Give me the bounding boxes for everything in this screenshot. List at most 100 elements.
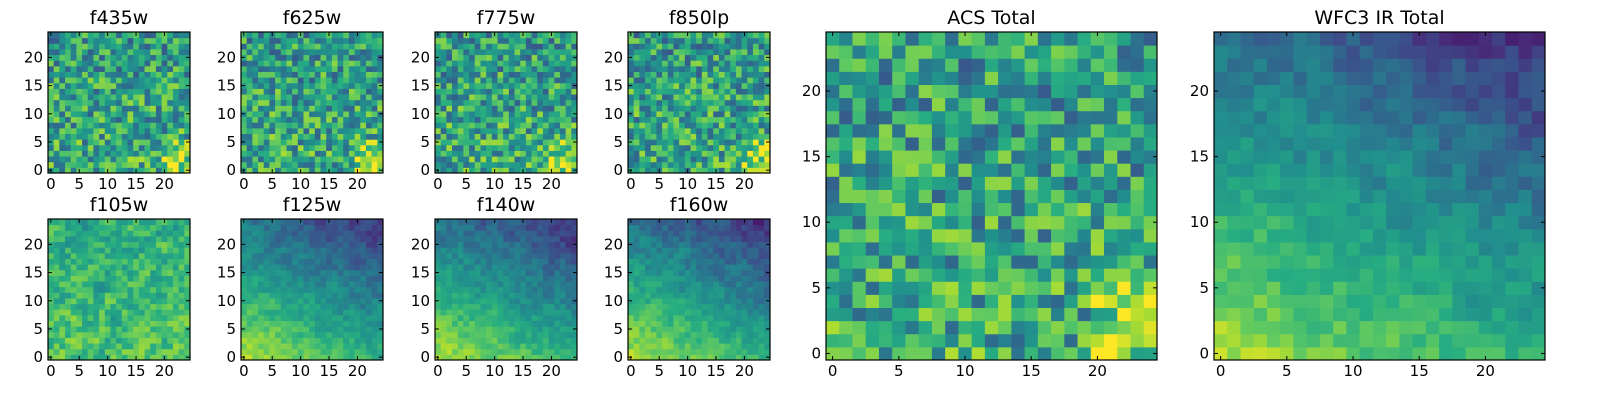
heatmap-cell: [309, 292, 316, 299]
heatmap-cell: [525, 292, 533, 299]
heatmap-cell: [730, 110, 737, 118]
heatmap-cell: [645, 161, 652, 168]
heatmap-cell: [331, 219, 339, 226]
heatmap-cell: [184, 127, 191, 135]
heatmap-cell: [679, 286, 686, 293]
heatmap-cell: [440, 281, 447, 288]
heatmap-cell: [371, 326, 378, 333]
heatmap-cell: [701, 156, 709, 163]
heatmap-cell: [752, 354, 760, 361]
heatmap-cell: [303, 105, 310, 112]
heatmap-cell: [730, 82, 737, 89]
heatmap-cell: [365, 292, 373, 299]
heatmap-cell: [474, 88, 481, 95]
heatmap-cell: [303, 354, 310, 361]
heatmap-cell: [559, 314, 567, 322]
heatmap-cell: [286, 314, 293, 322]
heatmap-cell: [735, 65, 743, 72]
heatmap-cell: [463, 281, 470, 288]
heatmap-cell: [116, 309, 123, 316]
heatmap-cell: [263, 331, 270, 338]
heatmap-cell: [144, 65, 151, 72]
heatmap-cell: [65, 122, 72, 129]
x-tick-label: 10: [291, 175, 310, 193]
heatmap-cell: [571, 275, 578, 282]
heatmap-cell: [469, 292, 476, 299]
heatmap-cell: [104, 314, 111, 322]
heatmap-cell: [161, 54, 168, 61]
heatmap-cell: [161, 269, 168, 276]
heatmap-cell: [525, 354, 533, 361]
heatmap-cell: [76, 60, 83, 67]
heatmap-cell: [435, 65, 442, 72]
heatmap-cell: [696, 337, 703, 344]
heatmap-cell: [275, 88, 282, 95]
heatmap-cell: [520, 133, 527, 140]
heatmap-cell: [70, 314, 77, 322]
heatmap-cell: [696, 110, 703, 118]
heatmap-cell: [155, 156, 163, 163]
heatmap-cell: [133, 241, 140, 248]
heatmap-cell: [121, 99, 129, 106]
heatmap-cell: [463, 71, 470, 78]
heatmap-cell: [337, 348, 344, 355]
heatmap-cell: [48, 43, 55, 50]
heatmap-cell: [469, 139, 476, 146]
heatmap-cell: [747, 32, 754, 39]
heatmap-cell: [82, 127, 89, 135]
heatmap-cell: [309, 94, 316, 101]
heatmap-cell: [639, 71, 646, 78]
heatmap-cell: [718, 105, 726, 112]
heatmap-cell: [377, 37, 384, 44]
heatmap-cell: [167, 133, 174, 140]
heatmap-cell: [679, 343, 686, 350]
heatmap-cell: [713, 99, 720, 106]
heatmap-cell: [497, 303, 504, 310]
heatmap-cell: [758, 71, 765, 78]
heatmap-cell: [371, 88, 378, 95]
heatmap-cell: [82, 320, 89, 327]
heatmap-cell: [463, 241, 470, 248]
heatmap-cell: [360, 354, 367, 361]
heatmap-cell: [87, 230, 94, 237]
heatmap-cell: [303, 247, 310, 254]
heatmap-cell: [360, 258, 367, 265]
heatmap-cell: [701, 275, 709, 282]
heatmap-cell: [673, 37, 680, 44]
heatmap-cell: [520, 161, 527, 168]
heatmap-cell: [76, 161, 83, 168]
heatmap-cell: [360, 71, 367, 78]
heatmap-cell: [724, 150, 731, 157]
heatmap-cell: [662, 269, 669, 276]
heatmap-cell: [701, 314, 709, 322]
heatmap-cell: [491, 269, 498, 276]
heatmap-cell: [508, 269, 516, 276]
heatmap-cell: [457, 43, 464, 50]
heatmap-cell: [48, 71, 55, 78]
heatmap-cell: [650, 60, 657, 67]
heatmap-cell: [497, 150, 504, 157]
heatmap-cell: [446, 297, 453, 305]
heatmap-cell: [365, 303, 373, 310]
heatmap-cell: [292, 326, 299, 333]
heatmap-cell: [764, 105, 771, 112]
heatmap-cell: [764, 127, 771, 135]
heatmap-cell: [531, 71, 538, 78]
heatmap-cell: [724, 354, 731, 361]
heatmap-cell: [730, 48, 737, 56]
heatmap-cell: [724, 326, 731, 333]
heatmap-cell: [269, 37, 276, 44]
heatmap-cell: [673, 354, 680, 361]
heatmap-cell: [645, 37, 652, 44]
heatmap-cell: [474, 303, 481, 310]
heatmap-cell: [93, 297, 100, 305]
heatmap-cell: [730, 99, 737, 106]
heatmap-cell: [491, 43, 498, 50]
heatmap-cell: [269, 314, 276, 322]
heatmap-cell: [491, 127, 498, 135]
heatmap-cell: [730, 286, 737, 293]
heatmap-cell: [76, 139, 83, 146]
heatmap-cell: [503, 37, 510, 44]
heatmap-cell: [525, 241, 533, 248]
heatmap-cell: [320, 286, 327, 293]
